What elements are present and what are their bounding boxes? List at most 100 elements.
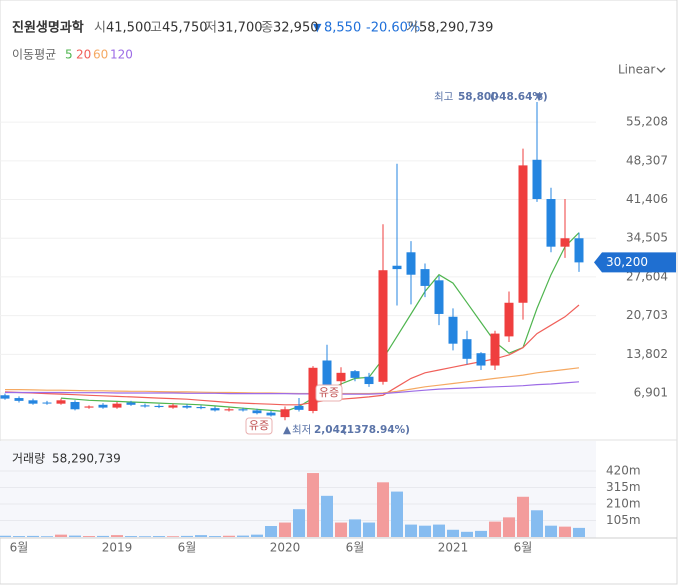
header-item-value: 31,700	[217, 21, 263, 36]
x-tick-label: 2020	[270, 541, 301, 555]
candle-body	[196, 407, 206, 409]
volume-bar	[321, 495, 333, 537]
min-pct: (1378.94%)	[342, 424, 410, 436]
header-item-value: 32,950	[273, 21, 319, 36]
volume-bar	[27, 535, 39, 537]
volume-bar	[97, 535, 109, 537]
volume-bar	[461, 531, 473, 537]
candle-body	[70, 401, 80, 410]
volume-bar	[517, 496, 529, 537]
y-tick-label: 34,505	[626, 231, 668, 245]
volume-bar	[223, 535, 235, 537]
volume-bar	[83, 536, 95, 537]
volume-bar	[167, 536, 179, 537]
volume-bar	[251, 534, 263, 537]
volume-tick-label: 315m	[606, 480, 641, 494]
volume-bar	[195, 535, 207, 537]
volume-bar	[125, 536, 137, 537]
candle-body	[448, 316, 458, 344]
y-tick-label: 48,307	[626, 153, 668, 167]
volume-bar	[349, 519, 361, 537]
scale-select[interactable]: Linear	[618, 63, 666, 77]
volume-bar	[41, 536, 53, 537]
candle-body	[574, 238, 584, 263]
y-tick-label: 55,208	[626, 115, 668, 129]
volume: 58,290,739	[419, 21, 493, 36]
volume-bar	[279, 522, 291, 537]
candle-body	[462, 339, 472, 359]
volume-tick-label: 105m	[606, 513, 641, 527]
volume-bar	[545, 525, 557, 537]
candle-body	[420, 269, 430, 286]
header-item-value: 45,750	[162, 21, 208, 36]
candle-body	[490, 333, 500, 366]
candle-body	[238, 409, 248, 411]
candle-body	[140, 405, 150, 407]
event-badge	[245, 417, 273, 435]
ma-legend: 20	[76, 48, 91, 62]
scale-label[interactable]: Linear	[618, 63, 655, 77]
volume-tick-label: 210m	[606, 497, 641, 511]
candle-body	[154, 405, 164, 408]
ma-line	[5, 381, 580, 395]
candle-body	[252, 410, 262, 414]
candle-body	[308, 367, 318, 411]
ma-legend: 120	[110, 48, 133, 62]
x-tick-label: 2021	[438, 541, 469, 555]
event-label: 유증	[319, 386, 339, 399]
volume-bar	[377, 482, 389, 537]
volume-bar	[447, 529, 459, 537]
max-arrow: ▼	[535, 91, 544, 103]
volume-bar	[307, 473, 319, 537]
header-item-label: 고	[150, 21, 162, 36]
min-label: 최저	[292, 424, 311, 436]
y-tick-label: 13,802	[626, 347, 668, 361]
max-label: 최고	[434, 91, 454, 103]
event-label: 유증	[249, 419, 269, 432]
volume-bar	[433, 524, 445, 537]
candle-body	[406, 252, 416, 275]
volume-bar	[0, 535, 11, 537]
candle-body	[42, 402, 52, 404]
y-tick-label: 27,604	[626, 269, 668, 283]
volume-bar	[335, 522, 347, 537]
header-item-label: 저	[205, 21, 217, 36]
volume-bar	[405, 524, 417, 537]
volume-bar	[419, 525, 431, 537]
candle-body	[182, 405, 192, 408]
candle-body	[434, 280, 444, 314]
header-item-label: 종	[261, 21, 273, 36]
volume-bar	[209, 536, 221, 537]
volume-bar	[531, 510, 543, 537]
y-tick-label: 41,406	[626, 192, 668, 206]
candle-body	[350, 371, 360, 378]
candle-body	[322, 360, 332, 386]
x-tick-label: 6월	[10, 541, 29, 555]
candle-body	[126, 402, 136, 405]
candle-body	[28, 400, 38, 404]
price-tag-label: 30,200	[606, 255, 648, 269]
max-value: 58,800	[458, 91, 499, 103]
volume-bar	[559, 526, 571, 537]
change-pct: -20.60%	[366, 21, 420, 36]
max-pct: (-48.64%)	[490, 91, 548, 103]
volume-tick-label: 420m	[606, 464, 641, 478]
volume-bar	[489, 521, 501, 537]
volume-bar	[475, 530, 487, 537]
x-tick-label: 6월	[346, 541, 365, 555]
candle-body	[168, 405, 178, 408]
volume-bar	[391, 491, 403, 537]
volume-bar	[573, 527, 585, 537]
candle-body	[224, 409, 234, 411]
price-tag	[594, 252, 676, 273]
volume-label: 거	[406, 21, 418, 36]
min-arrow: ▲	[283, 424, 292, 436]
volume-bar	[69, 535, 81, 537]
candle-body	[532, 159, 542, 200]
volume-bar	[139, 536, 151, 537]
ma-title: 이동평균	[12, 48, 56, 62]
down-arrow: ▼	[313, 21, 322, 34]
candle-body	[378, 270, 388, 382]
candle-body	[560, 238, 570, 247]
candle-body	[210, 408, 220, 411]
